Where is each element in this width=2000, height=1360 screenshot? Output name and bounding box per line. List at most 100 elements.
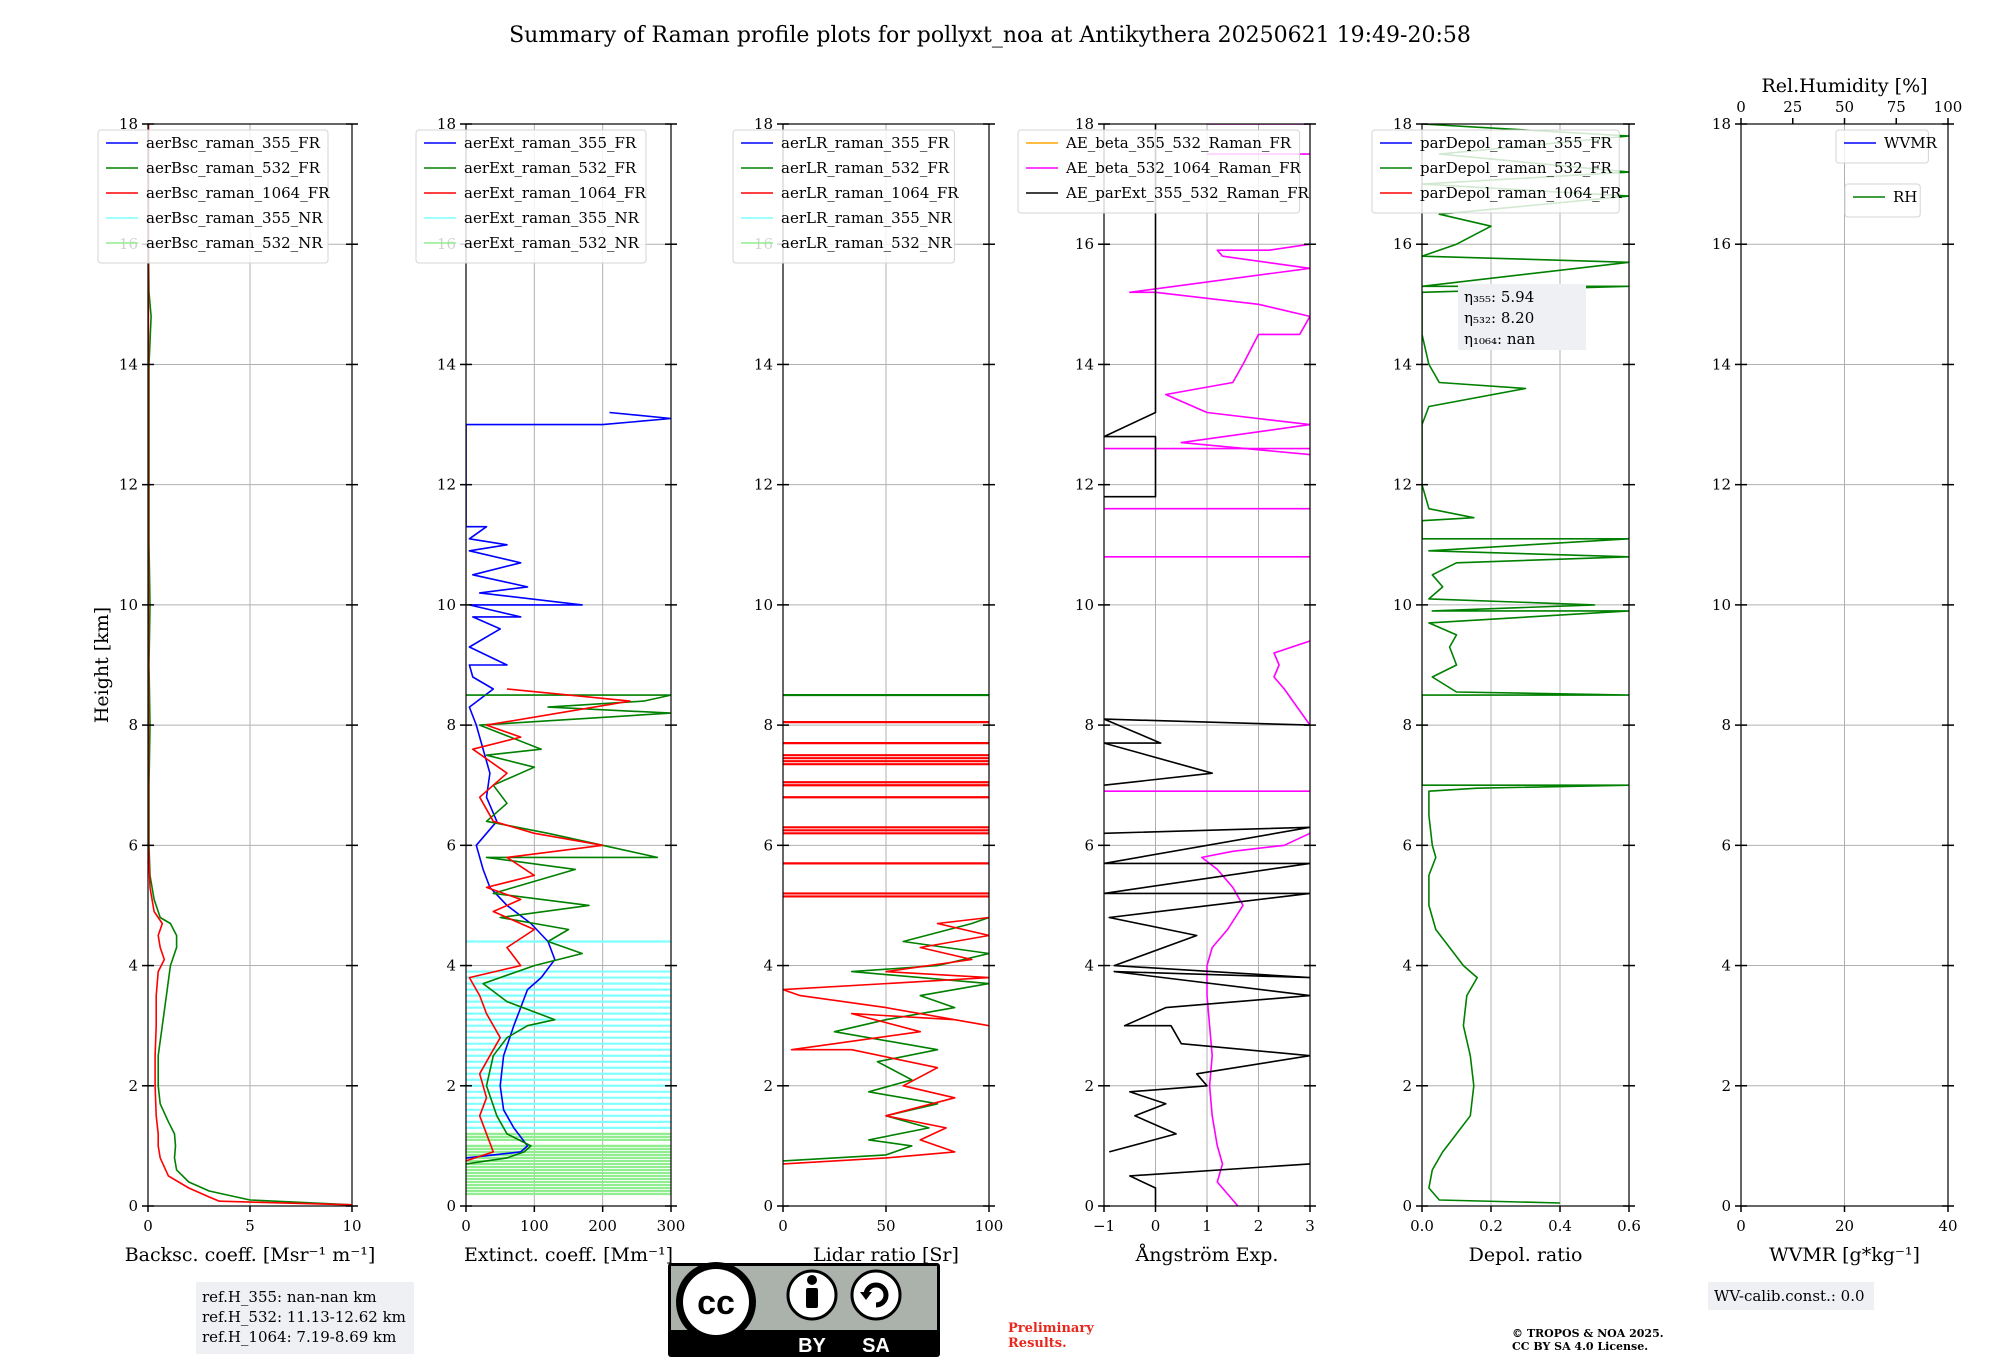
y-tick-label: 16 xyxy=(1712,235,1731,253)
y-tick-label: 0 xyxy=(446,1197,456,1215)
y-tick-label: 18 xyxy=(437,115,456,133)
legend-frame xyxy=(1835,129,1929,164)
y-axis-label: Height [km] xyxy=(91,607,113,723)
y-tick-label: 2 xyxy=(446,1077,456,1095)
top-x-tick-label: 100 xyxy=(1934,98,1963,116)
series-aerlr-raman-1064-fr xyxy=(783,916,989,1165)
legend-label: aerBsc_raman_1064_FR xyxy=(146,184,330,202)
panel-ext: 0246810121416180100200300Extinct. coeff.… xyxy=(415,115,685,1266)
y-tick-label: 18 xyxy=(1075,115,1094,133)
x-tick-label: 0.0 xyxy=(1410,1217,1434,1235)
y-tick-label: 2 xyxy=(1084,1077,1094,1095)
x-axis-label: Extinct. coeff. [Mm⁻¹] xyxy=(464,1244,673,1266)
x-axis-label: Lidar ratio [Sr] xyxy=(813,1244,959,1266)
plot-area xyxy=(1104,124,1310,1206)
axes-frame xyxy=(1421,123,1630,1207)
x-tick-label: 0 xyxy=(143,1217,153,1235)
series-ae-beta-532-1064-raman-fr-cloud xyxy=(1129,243,1310,456)
y-tick-label: 0 xyxy=(1084,1197,1094,1215)
preliminary-note: Preliminary xyxy=(1008,1321,1094,1336)
y-tick-label: 10 xyxy=(1712,596,1731,614)
x-tick-label: 1 xyxy=(1202,1217,1212,1235)
x-tick-label: 0 xyxy=(1736,1217,1746,1235)
legend-label: RH xyxy=(1893,188,1917,206)
x-tick-label: 0 xyxy=(461,1217,471,1235)
legend-label: aerExt_raman_355_FR xyxy=(464,134,637,152)
series-ae-parext-355-532-raman-fr-cloud xyxy=(1104,124,1157,498)
top-x-axis-label: Rel.Humidity [%] xyxy=(1761,75,1927,97)
wv-calib-box xyxy=(1708,1282,1874,1310)
y-tick-label: 14 xyxy=(1393,355,1412,373)
sa-icon xyxy=(850,1269,902,1321)
x-tick-label: 100 xyxy=(975,1217,1004,1235)
legend-label: aerBsc_raman_532_NR xyxy=(146,234,323,252)
y-tick-label: 14 xyxy=(1075,355,1094,373)
wv-calib-const: WV-calib.const.: 0.0 xyxy=(1714,1287,1865,1305)
y-tick-label: 10 xyxy=(1393,596,1412,614)
y-tick-label: 6 xyxy=(1084,836,1094,854)
legend-label: AE_parExt_355_532_Raman_FR xyxy=(1065,184,1310,202)
legend-label: aerExt_raman_355_NR xyxy=(464,209,640,227)
y-tick-label: 10 xyxy=(754,596,773,614)
y-tick-label: 16 xyxy=(1075,235,1094,253)
cc-logo-text: cc xyxy=(697,1284,735,1322)
legend-label: aerLR_raman_532_NR xyxy=(781,234,952,252)
eta-line: η₃₅₅: 5.94 xyxy=(1464,288,1534,306)
ref-height-355: ref.H_355: nan-nan km xyxy=(202,1288,377,1306)
ref-height-1064: ref.H_1064: 7.19-8.69 km xyxy=(202,1328,396,1346)
y-tick-label: 0 xyxy=(763,1197,773,1215)
series-ae-beta-532-1064-raman-fr xyxy=(1201,832,1310,1206)
x-tick-label: 200 xyxy=(588,1217,617,1235)
y-tick-label: 6 xyxy=(763,836,773,854)
panel-bsc: 0246810121416180510Backsc. coeff. [Msr⁻¹… xyxy=(91,115,375,1266)
x-tick-label: 3 xyxy=(1305,1217,1315,1235)
x-tick-label: 0 xyxy=(778,1217,788,1235)
legend-frame xyxy=(1844,183,1921,218)
y-tick-label: 12 xyxy=(1393,476,1412,494)
legend-label: aerBsc_raman_355_FR xyxy=(146,134,321,152)
y-tick-label: 12 xyxy=(1712,476,1731,494)
legend-frame xyxy=(732,129,955,264)
y-tick-label: 8 xyxy=(763,716,773,734)
top-x-tick-label: 75 xyxy=(1887,98,1906,116)
cc-sa-label: SA xyxy=(862,1335,890,1357)
plot-area xyxy=(466,411,671,1196)
plot-area xyxy=(148,124,352,1206)
plot-area xyxy=(1422,124,1629,1204)
panel-wv: 0 2 4 6 8 10 12 14 16 18 0 20 40 0 25 50 75 100 Rel.Humidi… xyxy=(1712,75,1962,1266)
copyright-line-1: © TROPOS & NOA 2025. xyxy=(1512,1327,1664,1340)
ref-height-532: ref.H_532: 11.13-12.62 km xyxy=(202,1308,406,1326)
x-tick-label: 10 xyxy=(342,1217,361,1235)
legend-label: AE_beta_532_1064_Raman_FR xyxy=(1065,159,1301,177)
y-tick-label: 2 xyxy=(128,1077,138,1095)
legend-label: parDepol_raman_1064_FR xyxy=(1420,184,1622,202)
y-tick-label: 12 xyxy=(754,476,773,494)
legend-label: aerBsc_raman_532_FR xyxy=(146,159,321,177)
legend-label: aerExt_raman_532_NR xyxy=(464,234,640,252)
series-aerext-raman-532-fr xyxy=(466,694,671,1165)
y-tick-label: 4 xyxy=(1721,957,1731,975)
series-ae-parext-355-532-raman-fr-lower xyxy=(1104,826,1310,1153)
legend-label: WVMR xyxy=(1884,134,1938,152)
legend: WVMR xyxy=(1835,129,1938,164)
series-aerlr-raman-532-fr xyxy=(783,916,989,1162)
x-tick-label: 100 xyxy=(520,1217,549,1235)
figure-title: Summary of Raman profile plots for polly… xyxy=(509,23,1471,48)
legend-label: aerExt_raman_532_FR xyxy=(464,159,637,177)
x-tick-label: 0.6 xyxy=(1617,1217,1641,1235)
series-ae-parext-355-532-raman-fr xyxy=(1129,1163,1310,1206)
y-tick-label: 0 xyxy=(1402,1197,1412,1215)
axes-frame xyxy=(465,123,672,1207)
y-tick-label: 18 xyxy=(119,115,138,133)
y-tick-label: 0 xyxy=(1721,1197,1731,1215)
series-ae-parext-355-532-raman-fr-upper xyxy=(1104,718,1310,786)
y-tick-label: 2 xyxy=(1721,1077,1731,1095)
ref-height-box xyxy=(196,1282,414,1354)
legend-label: aerBsc_raman_355_NR xyxy=(146,209,323,227)
y-tick-label: 8 xyxy=(446,716,456,734)
legend-label: aerLR_raman_355_NR xyxy=(781,209,952,227)
series-aerext-raman-355-fr xyxy=(466,411,671,1159)
x-axis-label: Backsc. coeff. [Msr⁻¹ m⁻¹] xyxy=(125,1244,376,1266)
x-tick-label: 5 xyxy=(245,1217,255,1235)
